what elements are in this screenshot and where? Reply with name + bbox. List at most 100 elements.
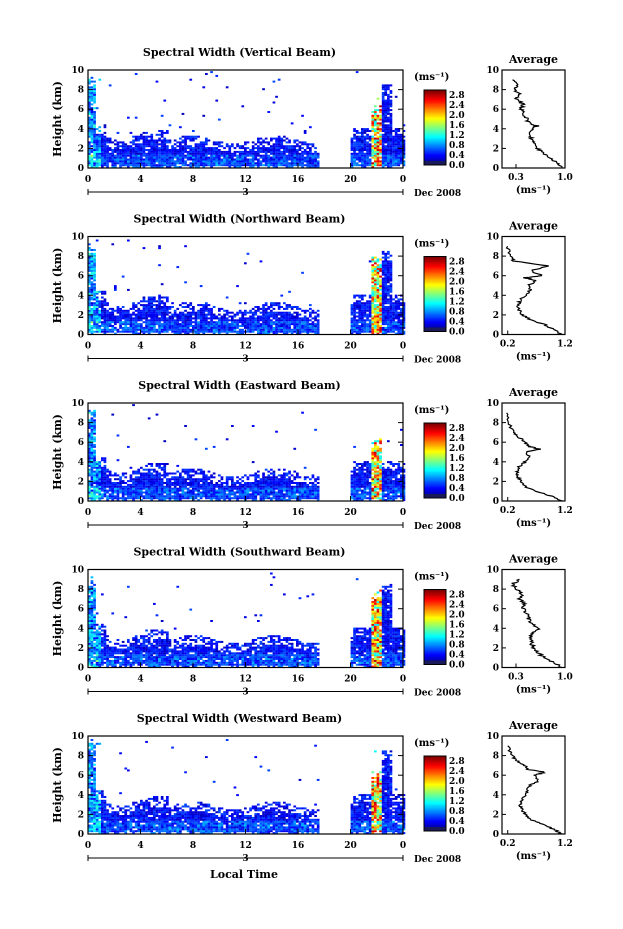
average-y-tick-label: 2 — [493, 644, 499, 654]
colorbar-unit: (ms⁻¹) — [414, 239, 449, 250]
average-x-tick-label: 0.2 — [500, 839, 516, 849]
colorbar-tick-label: 1.6 — [449, 787, 465, 797]
average-y-tick-label: 10 — [486, 66, 499, 76]
date-label: Dec 2008 — [414, 855, 461, 865]
colorbar-tick-label: 1.2 — [449, 631, 465, 641]
average-x-tick-label: 1.2 — [557, 839, 573, 849]
x-tick-label: 12 — [239, 175, 252, 185]
x-tick-label: 0 — [400, 508, 406, 518]
colorbar-tick-label: 0.8 — [449, 474, 465, 484]
y-axis-label: Height (km) — [51, 81, 64, 157]
average-x-tick-label: 0.3 — [508, 673, 524, 683]
panel-1: Spectral Width (Vertical Beam) 0 2 4 6 8 10 0 4 8… — [51, 46, 573, 199]
x-tick-label: 0 — [85, 508, 91, 518]
x-tick-label: 16 — [292, 841, 305, 851]
average-x-tick-label: 1.2 — [557, 506, 573, 516]
colorbar-tick-label: 0.4 — [449, 484, 465, 494]
date-day-label: 3 — [242, 355, 248, 365]
date-label: Dec 2008 — [414, 522, 461, 532]
average-x-axis-label: (ms⁻¹) — [516, 518, 551, 529]
average-y-tick-label: 0 — [493, 497, 499, 507]
heatmap-cells — [88, 739, 406, 835]
date-label: Dec 2008 — [414, 689, 461, 699]
x-tick-label: 0 — [85, 342, 91, 352]
average-y-tick-label: 0 — [493, 664, 499, 674]
y-tick-label: 2 — [78, 810, 84, 820]
average-y-tick-label: 4 — [493, 624, 499, 634]
y-tick-label: 0 — [78, 164, 84, 174]
panel-4: Spectral Width (Southward Beam) 0 2 4 6 8 10 0 4… — [51, 546, 573, 699]
colorbar-tick-label: 0.8 — [449, 141, 465, 151]
average-y-tick-label: 0 — [493, 164, 499, 174]
x-tick-label: 8 — [190, 175, 196, 185]
x-tick-label: 4 — [137, 175, 143, 185]
colorbar-tick-label: 1.6 — [449, 121, 465, 131]
x-tick-label: 20 — [344, 508, 357, 518]
average-y-tick-label: 6 — [493, 272, 499, 282]
average-title: Average — [508, 220, 558, 233]
colorbar — [423, 89, 447, 166]
average-y-tick-label: 0 — [493, 331, 499, 341]
average-profile-line — [512, 79, 563, 169]
average-y-tick-label: 2 — [493, 311, 499, 321]
colorbar-tick-label: 1.2 — [449, 464, 465, 474]
x-tick-label: 20 — [344, 675, 357, 685]
y-axis-label: Height (km) — [51, 248, 64, 324]
average-y-tick-label: 2 — [493, 810, 499, 820]
x-tick-label: 12 — [239, 508, 252, 518]
average-y-tick-label: 2 — [493, 144, 499, 154]
average-x-axis-label: (ms⁻¹) — [516, 851, 551, 862]
date-day-label: 3 — [242, 188, 248, 198]
y-tick-label: 8 — [78, 752, 84, 762]
colorbar-unit: (ms⁻¹) — [414, 572, 449, 583]
x-tick-label: 0 — [85, 675, 91, 685]
y-tick-label: 6 — [78, 272, 84, 282]
x-axis-label: Local Time — [210, 868, 278, 881]
colorbar-tick-label: 2.4 — [449, 767, 465, 777]
average-y-tick-label: 4 — [493, 125, 499, 135]
colorbar-tick-label: 1.6 — [449, 454, 465, 464]
average-x-tick-label: 0.2 — [500, 506, 516, 516]
y-axis-label: Height (km) — [51, 581, 64, 657]
average-profile-line — [510, 578, 562, 669]
x-tick-label: 8 — [190, 675, 196, 685]
average-y-tick-label: 0 — [493, 830, 499, 840]
y-tick-label: 6 — [78, 438, 84, 448]
average-frame — [501, 235, 566, 336]
y-tick-label: 2 — [78, 644, 84, 654]
average-frame — [501, 568, 566, 669]
average-x-tick-label: 0.3 — [508, 173, 524, 183]
average-y-tick-label: 8 — [493, 86, 499, 96]
y-tick-label: 10 — [71, 566, 84, 576]
y-tick-label: 10 — [71, 66, 84, 76]
colorbar-tick-label: 2.4 — [449, 434, 465, 444]
panel-5: Spectral Width (Westward Beam) 0 2 4 6 8 10 0 4 8… — [51, 712, 573, 865]
date-day-label: 3 — [242, 688, 248, 698]
y-tick-label: 0 — [78, 497, 84, 507]
colorbar-unit: (ms⁻¹) — [414, 72, 449, 83]
x-tick-label: 16 — [292, 175, 305, 185]
colorbar-tick-label: 0.8 — [449, 641, 465, 651]
x-tick-label: 4 — [137, 675, 143, 685]
y-tick-label: 10 — [71, 233, 84, 243]
x-tick-label: 8 — [190, 342, 196, 352]
colorbar — [423, 256, 447, 332]
colorbar-tick-label: 1.2 — [449, 298, 465, 308]
y-tick-label: 6 — [78, 771, 84, 781]
date-day-label: 3 — [242, 854, 248, 864]
colorbar-tick-label: 0.4 — [449, 817, 465, 827]
x-tick-label: 8 — [190, 841, 196, 851]
average-x-tick-label: 1.0 — [557, 673, 573, 683]
x-tick-label: 16 — [292, 508, 305, 518]
x-tick-label: 0 — [400, 675, 406, 685]
panel-title: Spectral Width (Southward Beam) — [133, 546, 345, 559]
average-y-tick-label: 8 — [493, 252, 499, 262]
y-tick-label: 4 — [78, 291, 84, 301]
average-y-tick-label: 8 — [493, 585, 499, 595]
colorbar-tick-label: 0.4 — [449, 318, 465, 328]
y-tick-label: 0 — [78, 664, 84, 674]
average-y-tick-label: 6 — [493, 438, 499, 448]
x-tick-label: 0 — [400, 342, 406, 352]
average-x-tick-label: 1.0 — [557, 173, 573, 183]
date-day-label: 3 — [242, 521, 248, 531]
